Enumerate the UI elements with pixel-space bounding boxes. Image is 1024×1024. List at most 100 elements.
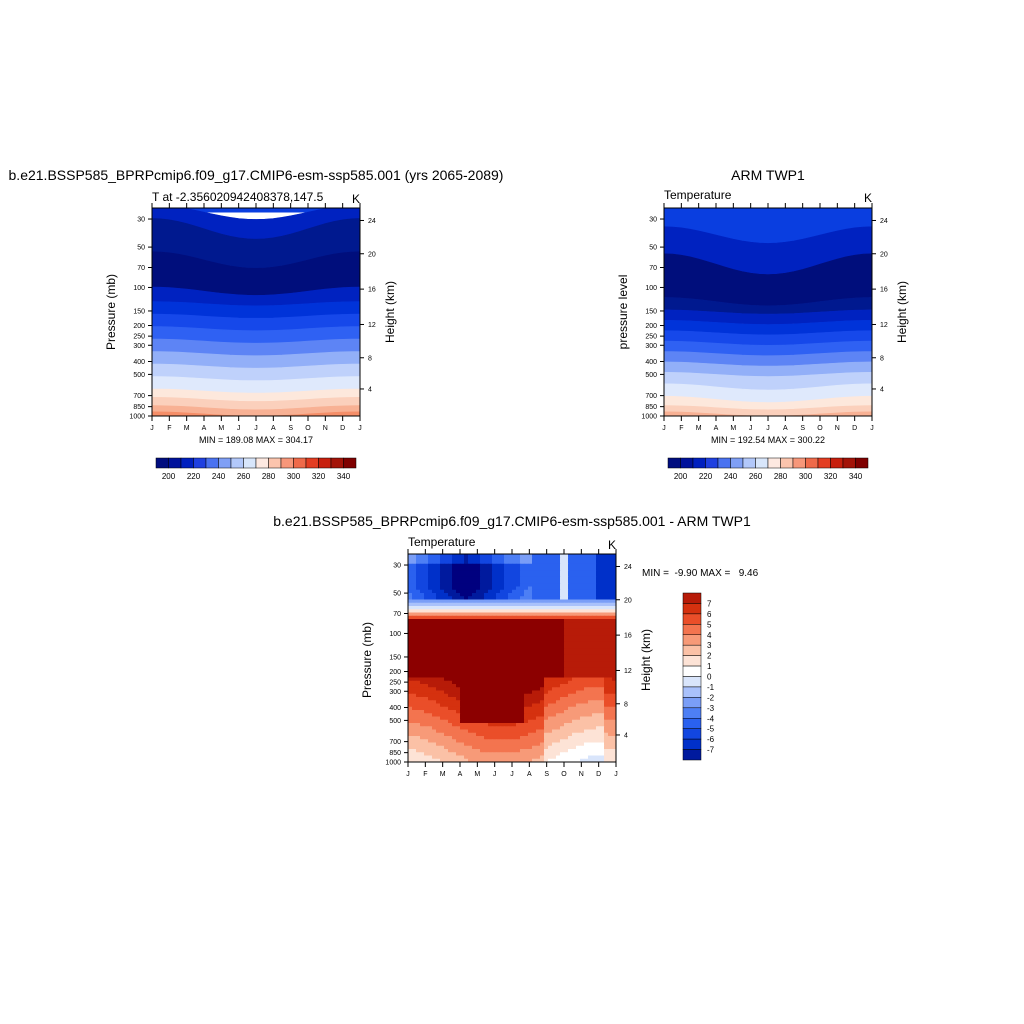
diff-cell [560,703,565,708]
diff-cell [532,602,537,607]
diff-cell [504,583,509,587]
diff-cell [460,667,465,672]
diff-cell [612,690,616,695]
diff-cell [588,645,593,649]
diff-cell [572,619,577,623]
diff-cell [412,700,417,704]
diff-cell [552,677,557,682]
diff-cell [600,716,605,721]
diff-cell [500,612,505,617]
diff-cell [524,570,529,574]
diff-cell [452,635,457,639]
diff-cell [428,654,433,659]
diff-cell [436,576,441,581]
diff-cell [420,625,425,630]
diff-cell [584,742,589,747]
diff-cell [480,596,485,600]
diff-cell [468,625,473,630]
diff-cell [444,664,449,669]
diff-cell [508,557,513,561]
diff-cell [540,619,545,623]
diff-cell [436,648,441,652]
diff-cell [496,732,501,737]
diff-cell [608,690,613,695]
diff-cell [540,625,545,630]
diff-cell [508,632,513,636]
diff-cell [436,703,441,708]
diff-cell [504,700,509,704]
diff-cell [516,700,521,704]
diff-cell [560,560,565,565]
diff-cell [548,736,553,740]
diff-cell [448,674,453,678]
diff-cell [608,654,613,659]
diff-cell [432,654,437,659]
diff-cell [612,612,616,617]
diff-cell [420,674,425,678]
diff-cell [416,554,421,558]
diff-cell [556,602,561,607]
diff-cell [456,677,461,682]
diff-cell [488,560,493,565]
diff-cell [600,742,605,747]
diff-cell [592,645,597,649]
diff-cell [528,729,533,734]
diff-cell [536,667,541,672]
diff-cell [456,755,461,760]
diff-cell [572,658,577,662]
diff-cell [552,645,557,649]
diff-cell [484,693,489,698]
diff-cell [536,612,541,617]
diff-cell [556,567,561,571]
diff-cell [604,563,609,568]
diff-cell [544,602,549,607]
diff-cell [596,667,601,672]
diff-cell [572,651,577,656]
diff-cell [532,745,537,750]
diff-cell [408,742,413,747]
diff-cell [500,563,505,568]
diff-cell [556,557,561,561]
diff-cell [464,723,469,727]
diff-cell [524,745,529,750]
diff-cell [472,674,477,678]
diff-cell [440,719,445,724]
diff-cell [552,736,557,740]
diff-cell [424,684,429,688]
y-tick-label: 100 [645,285,657,292]
diff-cell [580,710,585,714]
diff-cell [424,615,429,620]
diff-cell [608,723,613,727]
diff-cell [540,632,545,636]
diff-cell [480,557,485,561]
diff-cell [432,749,437,753]
diff-cell [492,573,497,578]
diff-cell [576,729,581,734]
diff-cell [484,557,489,561]
diff-cell [548,687,553,691]
diff-cell [412,687,417,691]
diff-cell [556,606,561,610]
diff-cell [480,703,485,708]
diff-cell [460,612,465,617]
diff-cell [452,690,457,695]
diff-cell [580,638,585,643]
diff-cell [420,690,425,695]
diff-cell [408,606,413,610]
diff-cell [596,654,601,659]
diff-cell [524,567,529,571]
diff-cell [440,645,445,649]
diff-cell [448,752,453,756]
diff-cell [500,706,505,711]
y-tick-label: 500 [133,372,145,379]
diff-cell [608,615,613,620]
diff-cell [568,755,573,760]
diff-cell [520,680,525,685]
diff-cell [472,638,477,643]
diff-cell [488,703,493,708]
diff-cell [552,671,557,675]
diff-cell [524,693,529,698]
diff-cell [416,700,421,704]
diff-cell [544,671,549,675]
diff-cell [412,583,417,587]
